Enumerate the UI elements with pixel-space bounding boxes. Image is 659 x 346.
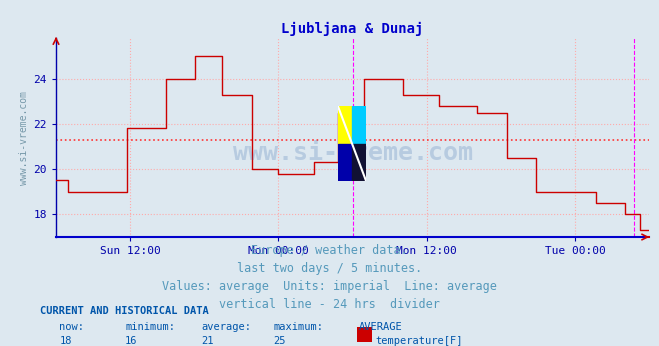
Text: temperature[F]: temperature[F] (376, 336, 463, 346)
Text: 25: 25 (273, 336, 286, 346)
Text: average:: average: (201, 322, 251, 333)
Text: 21: 21 (201, 336, 214, 346)
Text: Europe / weather data.: Europe / weather data. (251, 244, 408, 257)
Text: last two days / 5 minutes.: last two days / 5 minutes. (237, 262, 422, 275)
Text: www.si-vreme.com: www.si-vreme.com (233, 142, 473, 165)
Text: Values: average  Units: imperial  Line: average: Values: average Units: imperial Line: av… (162, 280, 497, 293)
Title: Ljubljana & Dunaj: Ljubljana & Dunaj (281, 21, 424, 36)
Text: minimum:: minimum: (125, 322, 175, 333)
Text: AVERAGE: AVERAGE (359, 322, 403, 333)
Text: 18: 18 (59, 336, 72, 346)
Y-axis label: www.si-vreme.com: www.si-vreme.com (19, 91, 29, 184)
Text: 16: 16 (125, 336, 138, 346)
Text: vertical line - 24 hrs  divider: vertical line - 24 hrs divider (219, 298, 440, 311)
Text: maximum:: maximum: (273, 322, 324, 333)
Text: CURRENT AND HISTORICAL DATA: CURRENT AND HISTORICAL DATA (40, 306, 208, 316)
Text: now:: now: (59, 322, 84, 333)
